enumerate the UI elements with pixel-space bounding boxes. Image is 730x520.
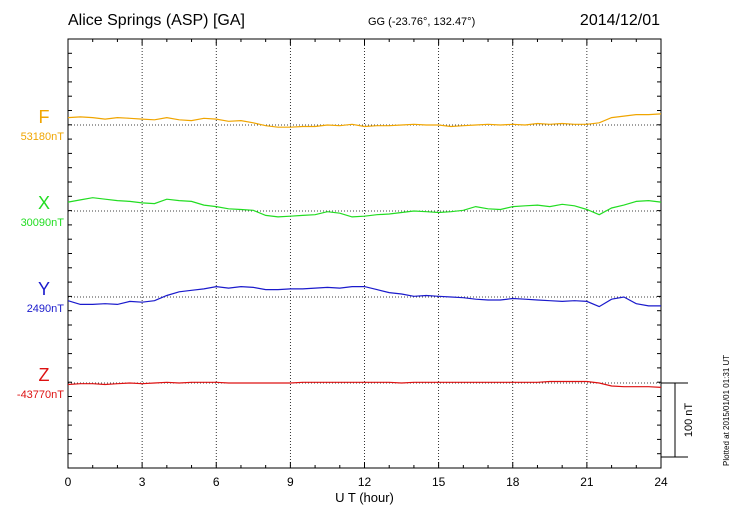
plot-frame — [67, 38, 662, 469]
x-tick-label: 3 — [139, 475, 146, 489]
series-baseline-f: 53180nT — [21, 131, 65, 143]
x-tick-label: 12 — [358, 475, 372, 489]
x-tick-label: 24 — [654, 475, 668, 489]
series-baseline-y: 2490nT — [27, 303, 65, 315]
series-name-z: Z — [39, 365, 50, 385]
station-coordinates: GG (-23.76°, 132.47°) — [368, 16, 476, 28]
x-tick-label: 0 — [65, 475, 72, 489]
series-name-x: X — [38, 193, 50, 213]
x-axis-label: U T (hour) — [335, 490, 394, 505]
series-baseline-x: 30090nT — [21, 217, 65, 229]
x-tick-label: 9 — [287, 475, 294, 489]
scale-bar-label: 100 nT — [683, 403, 695, 438]
chart-date: 2014/12/01 — [579, 12, 660, 29]
series-line-x — [67, 197, 662, 218]
series-line-z — [67, 380, 662, 388]
plotted-note: Plotted at 2015/01/01 01:31 UT — [722, 354, 730, 466]
x-tick-label: 6 — [213, 475, 220, 489]
x-tick-label: 15 — [432, 475, 446, 489]
x-tick-label: 18 — [506, 475, 520, 489]
x-tick-label: 21 — [580, 475, 594, 489]
series-name-f: F — [39, 107, 50, 127]
series-name-y: Y — [38, 279, 50, 299]
station-title: Alice Springs (ASP) [GA] — [68, 12, 245, 29]
series-line-y — [67, 285, 661, 308]
series-line-f — [67, 113, 662, 128]
series-baseline-z: -43770nT — [17, 389, 64, 401]
